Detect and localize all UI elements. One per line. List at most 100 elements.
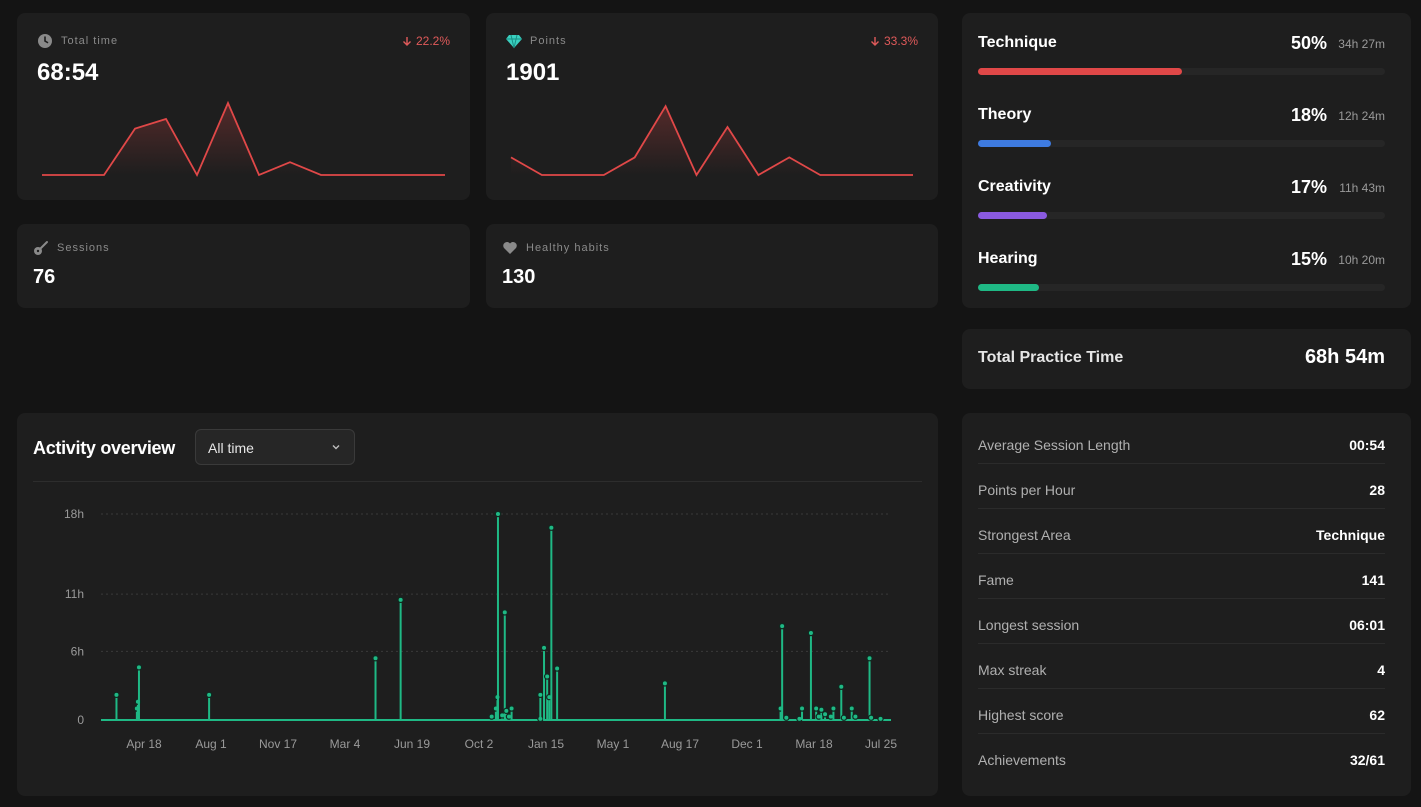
skill-technique: Technique 50% 34h 27m — [978, 33, 1385, 94]
activity-point — [537, 691, 544, 699]
activity-point — [838, 683, 845, 691]
points-value: 1901 — [506, 59, 560, 86]
skill-theory: Theory 18% 12h 24m — [978, 105, 1385, 166]
metric-label: Max streak — [978, 662, 1047, 678]
skill-time: 12h 24m — [1338, 109, 1385, 123]
activity-point — [807, 629, 815, 637]
skill-time: 10h 20m — [1338, 253, 1385, 267]
activity-divider — [33, 481, 922, 482]
activity-point — [783, 714, 790, 721]
x-axis-tick-label: Dec 1 — [731, 737, 763, 751]
x-axis-tick-label: Mar 4 — [330, 737, 361, 751]
x-axis-tick-label: Apr 18 — [126, 737, 162, 751]
metric-label: Average Session Length — [978, 437, 1131, 453]
y-axis-tick-label: 6h — [71, 644, 84, 658]
skill-name: Hearing — [978, 250, 1038, 267]
activity-point — [543, 673, 551, 680]
points-delta: 33.3% — [870, 34, 918, 48]
x-axis-tick-label: Jul 25 — [865, 737, 897, 751]
metric-label: Points per Hour — [978, 482, 1076, 498]
activity-point — [548, 524, 555, 531]
metric-value: 62 — [1369, 707, 1385, 723]
activity-point — [488, 713, 495, 720]
metric-row: Longest session 06:01 — [978, 599, 1385, 644]
activity-point — [812, 705, 820, 712]
skill-creativity: Creativity 17% 11h 43m — [978, 177, 1385, 238]
metric-row: Strongest Area Technique — [978, 509, 1385, 554]
metric-label: Longest session — [978, 617, 1080, 633]
metric-row: Max streak 4 — [978, 644, 1385, 689]
activity-point — [877, 715, 884, 723]
arrow-down-icon — [402, 37, 411, 46]
skill-time: 11h 43m — [1339, 181, 1385, 195]
total-time-label: Total time — [37, 33, 118, 49]
time-range-select[interactable]: All time — [195, 429, 355, 465]
total-time-sparkline — [42, 100, 445, 178]
total-practice-value: 68h 54m — [1304, 346, 1385, 368]
healthy-habits-label: Healthy habits — [502, 240, 610, 256]
activity-point — [503, 707, 510, 715]
healthy-habits-label-text: Healthy habits — [526, 242, 610, 254]
activity-point — [778, 622, 786, 630]
total-practice-card: Total Practice Time 68h 54m — [962, 329, 1411, 389]
skill-name: Theory — [978, 106, 1032, 123]
y-axis-tick-label: 11h — [65, 587, 84, 601]
sparkline-line — [510, 104, 913, 177]
activity-point — [494, 510, 502, 518]
activity-point — [553, 665, 561, 672]
metric-label: Achievements — [978, 752, 1066, 768]
metric-row: Fame 141 — [978, 554, 1385, 599]
activity-point — [540, 644, 548, 652]
clock-icon — [38, 34, 52, 48]
healthy-habits-card: Healthy habits 130 — [486, 224, 938, 308]
points-sparkline — [510, 104, 913, 177]
metric-value: 141 — [1361, 572, 1385, 588]
skill-progress-fill — [978, 68, 1182, 75]
points-card: Points 33.3% 1901 — [486, 13, 938, 200]
sessions-label: Sessions — [33, 240, 110, 256]
skill-name: Technique — [978, 34, 1057, 51]
total-time-delta-value: 22.2% — [415, 34, 450, 48]
arrow-down-icon — [870, 37, 879, 46]
sessions-label-text: Sessions — [57, 242, 110, 254]
activity-point — [852, 713, 859, 720]
x-axis-tick-label: Aug 17 — [661, 737, 699, 751]
skill-percent: 15% — [1290, 249, 1327, 269]
time-range-value: All time — [208, 440, 254, 456]
diamond-icon — [506, 34, 522, 49]
metric-value: 32/61 — [1349, 752, 1385, 768]
activity-point — [205, 691, 213, 699]
guitar-icon — [34, 241, 48, 255]
activity-title: Activity overview — [33, 438, 175, 458]
activity-point — [661, 680, 669, 687]
skills-card: Technique 50% 34h 27m Theory 18% 12h 24m… — [962, 13, 1411, 308]
total-practice-label: Total Practice Time — [978, 349, 1124, 366]
activity-point — [848, 705, 855, 712]
skill-percent: 17% — [1290, 177, 1327, 197]
x-axis-tick-label: Jan 15 — [528, 737, 564, 751]
y-axis-tick-label: 18h — [64, 507, 84, 521]
activity-point — [135, 664, 143, 671]
total-time-label-text: Total time — [61, 35, 119, 47]
skill-progress-track — [978, 212, 1385, 219]
skill-progress-track — [978, 140, 1385, 147]
x-axis-tick-label: Nov 17 — [259, 737, 297, 751]
skill-progress-track — [978, 68, 1385, 75]
metric-row: Points per Hour 28 — [978, 464, 1385, 509]
metric-value: 28 — [1369, 482, 1385, 498]
skill-progress-fill — [978, 140, 1052, 147]
activity-point — [866, 654, 873, 662]
sparkline-line — [42, 100, 445, 178]
x-axis-tick-label: Mar 18 — [795, 737, 833, 751]
skill-percent: 50% — [1290, 33, 1327, 53]
sessions-card: Sessions 76 — [17, 224, 470, 308]
metric-row: Highest score 62 — [978, 689, 1385, 734]
metric-row: Achievements 32/61 — [978, 734, 1385, 779]
x-axis-tick-label: Aug 1 — [195, 737, 227, 751]
metric-value: 00:54 — [1349, 437, 1385, 453]
activity-point — [508, 705, 515, 712]
metric-value: 06:01 — [1349, 617, 1385, 633]
activity-point — [372, 654, 379, 662]
metric-row: Average Session Length 00:54 — [978, 419, 1385, 464]
activity-point — [818, 706, 825, 713]
